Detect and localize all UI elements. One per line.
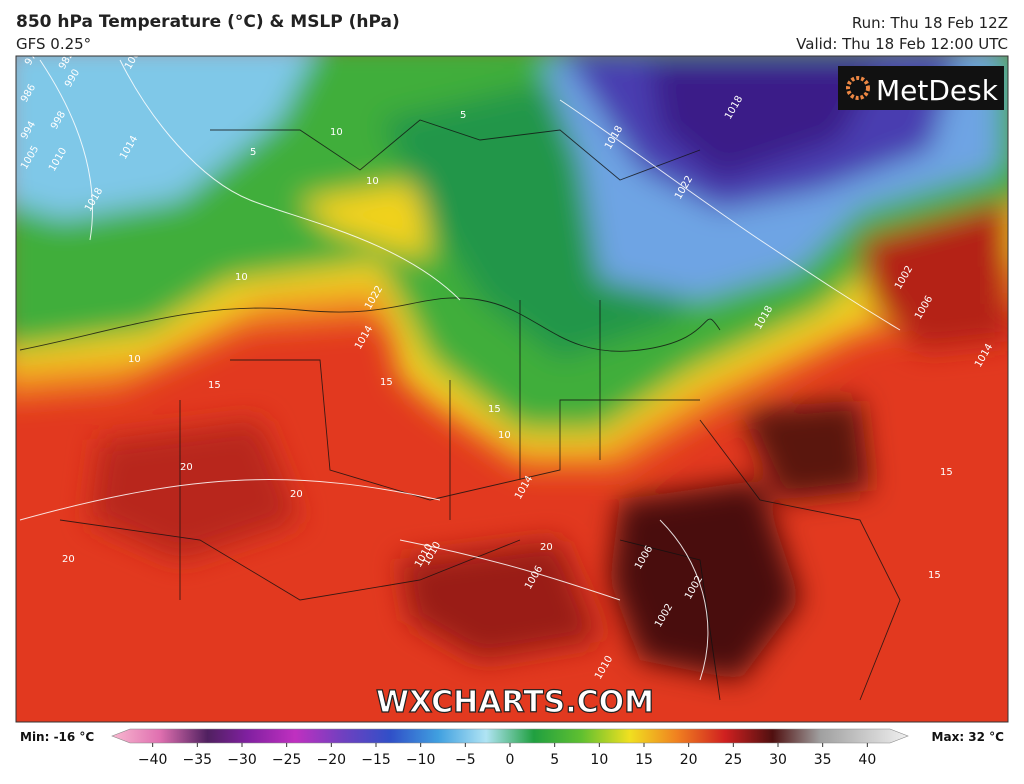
map-title: 850 hPa Temperature (°C) & MSLP (hPa) — [16, 12, 400, 32]
colorbar-tick-label: 10 — [590, 752, 608, 768]
colorbar-tick-label: −15 — [361, 752, 391, 768]
colorbar-tick-label: −30 — [227, 752, 257, 768]
colorbar-max: Max: 32 °C — [932, 730, 1005, 744]
colorbar-tick-label: −35 — [183, 752, 213, 768]
colorbar-tick-label: 15 — [635, 752, 653, 768]
colorbar-tick-label: 0 — [506, 752, 515, 768]
logo: MetDesk — [838, 66, 1004, 110]
isotherm-label: 15 — [380, 377, 393, 388]
isotherm-label: 15 — [928, 570, 941, 581]
isotherm-label: 15 — [488, 404, 501, 415]
isotherm-label: 20 — [180, 462, 193, 473]
isotherm-label: 5 — [250, 147, 256, 158]
isotherm-label: 10 — [498, 430, 511, 441]
colorbar-tick-label: 30 — [769, 752, 787, 768]
logo-text: MetDesk — [876, 74, 999, 107]
colorbar-tick-label: −20 — [317, 752, 347, 768]
colorbar-min: Min: -16 °C — [20, 730, 94, 744]
colorbar-tick-label: 25 — [724, 752, 742, 768]
colorbar-tick-label: −25 — [272, 752, 302, 768]
colorbar-tick-label: 5 — [550, 752, 559, 768]
watermark: WXCHARTS.COM — [376, 685, 654, 720]
isobar-label: 978 — [23, 45, 42, 67]
run-label: Run: Thu 18 Feb 12Z — [851, 14, 1008, 32]
colorbar-tick-label: 20 — [680, 752, 698, 768]
isotherm-label: 15 — [208, 380, 221, 391]
isotherm-label: 20 — [290, 489, 303, 500]
valid-label: Valid: Thu 18 Feb 12:00 UTC — [796, 35, 1008, 53]
isotherm-label: 10 — [235, 272, 248, 283]
isotherm-label: 10 — [330, 127, 343, 138]
isotherm-label: 5 — [460, 110, 466, 121]
isotherm-label: 20 — [540, 542, 553, 553]
isotherm-label: 10 — [128, 354, 141, 365]
isotherm-label: 10 — [366, 176, 379, 187]
model-label: GFS 0.25° — [16, 35, 92, 53]
isotherm-label: 15 — [940, 467, 953, 478]
colorbar-tick-label: −10 — [406, 752, 436, 768]
colorbar — [111, 728, 909, 744]
map-frame — [15, 55, 1009, 723]
colorbar-tick-label: −5 — [455, 752, 476, 768]
colorbar-tick-label: 35 — [814, 752, 832, 768]
isotherm-label: 20 — [62, 554, 75, 565]
colorbar-tick-label: 40 — [858, 752, 876, 768]
colorbar-tick-label: −40 — [138, 752, 168, 768]
